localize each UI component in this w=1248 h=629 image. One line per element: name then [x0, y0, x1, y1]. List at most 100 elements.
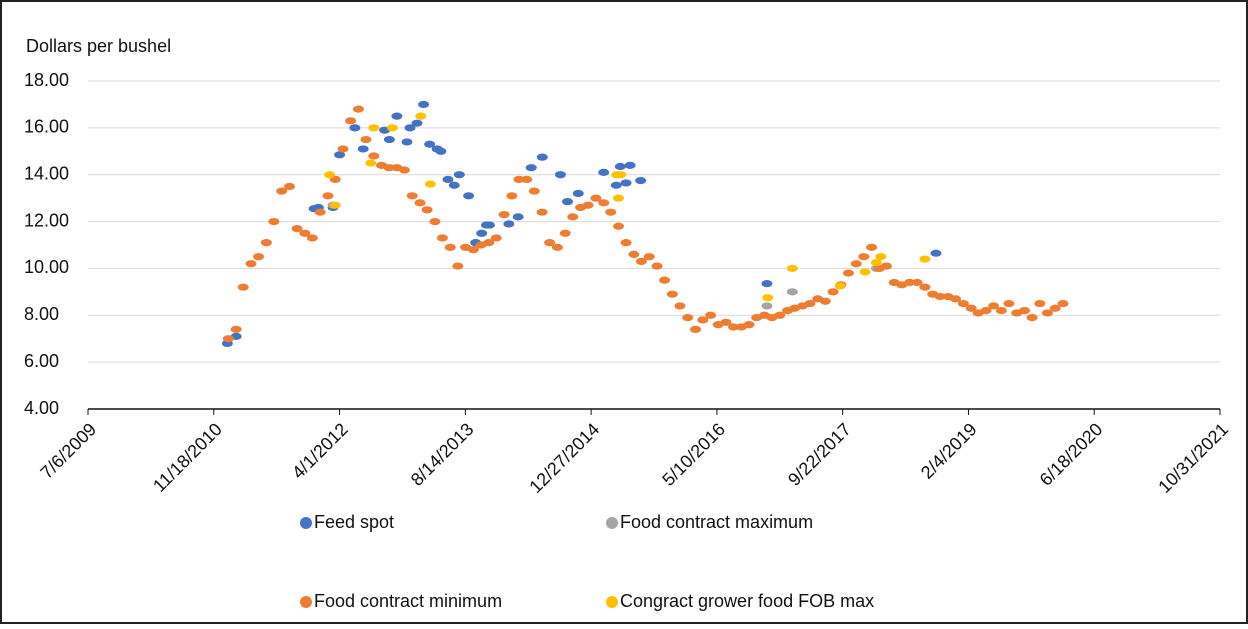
point — [834, 282, 846, 290]
point — [919, 283, 931, 291]
point — [875, 253, 887, 261]
point — [512, 213, 524, 221]
y-tick-label: 6.00 — [24, 351, 59, 371]
point — [476, 229, 488, 237]
point — [306, 234, 318, 242]
point — [582, 201, 594, 209]
point — [614, 162, 626, 171]
point — [414, 199, 426, 207]
point — [299, 229, 311, 237]
y-tick-label: 18.00 — [24, 70, 69, 90]
point — [415, 112, 427, 120]
point — [659, 276, 671, 284]
point — [930, 249, 942, 257]
point — [525, 164, 537, 172]
point — [383, 135, 395, 144]
point — [421, 206, 433, 214]
point — [957, 299, 969, 308]
point — [513, 175, 525, 183]
y-tick-label: 12.00 — [24, 210, 69, 230]
point — [1026, 314, 1038, 322]
point — [404, 124, 416, 132]
point — [572, 189, 584, 198]
point — [786, 288, 798, 296]
point — [544, 239, 556, 247]
point — [866, 243, 878, 251]
point — [615, 171, 627, 179]
point — [761, 302, 773, 310]
point — [237, 283, 249, 291]
point — [859, 268, 871, 276]
point — [620, 239, 632, 247]
point — [314, 208, 326, 216]
point — [850, 260, 862, 268]
point — [561, 198, 573, 206]
point — [283, 182, 295, 191]
point — [398, 166, 410, 174]
point — [682, 314, 694, 322]
point — [268, 217, 280, 226]
y-tick-label: 16.00 — [24, 117, 69, 137]
y-tick-label: 10.00 — [24, 257, 69, 277]
legend-marker — [300, 517, 312, 529]
point — [536, 208, 548, 216]
legend-label: Congract grower food FOB max — [620, 591, 874, 611]
point — [483, 239, 495, 247]
point — [980, 307, 992, 315]
point — [323, 171, 335, 179]
legend-marker — [606, 517, 618, 529]
point — [536, 153, 548, 161]
point — [444, 243, 456, 251]
point — [1057, 299, 1069, 308]
point — [762, 294, 774, 302]
point — [590, 194, 602, 202]
point — [567, 213, 579, 221]
point — [995, 307, 1007, 315]
point — [230, 325, 242, 333]
point — [880, 262, 892, 270]
point — [291, 225, 303, 233]
point — [651, 262, 663, 270]
point — [620, 179, 632, 187]
point — [357, 145, 369, 153]
point — [360, 135, 372, 144]
point — [368, 152, 380, 160]
point — [613, 222, 625, 230]
point — [774, 311, 786, 319]
point — [610, 181, 622, 189]
point — [503, 220, 515, 228]
point — [429, 217, 441, 226]
point — [904, 278, 916, 287]
point — [786, 264, 798, 273]
point — [528, 187, 540, 195]
point — [386, 124, 398, 132]
point — [666, 290, 678, 298]
point — [643, 253, 655, 261]
point — [467, 246, 479, 254]
point — [1034, 299, 1046, 308]
point — [418, 100, 430, 109]
legend-label: Food contract maximum — [620, 512, 813, 532]
point — [870, 258, 882, 267]
point — [411, 119, 423, 127]
legend-label: Feed spot — [314, 512, 394, 532]
point — [406, 192, 418, 200]
y-tick-label: 14.00 — [24, 163, 69, 183]
point — [858, 253, 870, 261]
legend-marker — [300, 596, 312, 608]
point — [365, 159, 377, 167]
point — [551, 243, 563, 251]
point — [613, 194, 625, 202]
point — [424, 180, 436, 188]
point — [598, 168, 610, 176]
point — [743, 321, 755, 329]
point — [635, 257, 647, 265]
point — [988, 302, 1000, 310]
point — [705, 311, 717, 319]
point — [674, 302, 686, 310]
point — [727, 323, 739, 331]
point — [827, 288, 839, 296]
point — [919, 255, 931, 263]
